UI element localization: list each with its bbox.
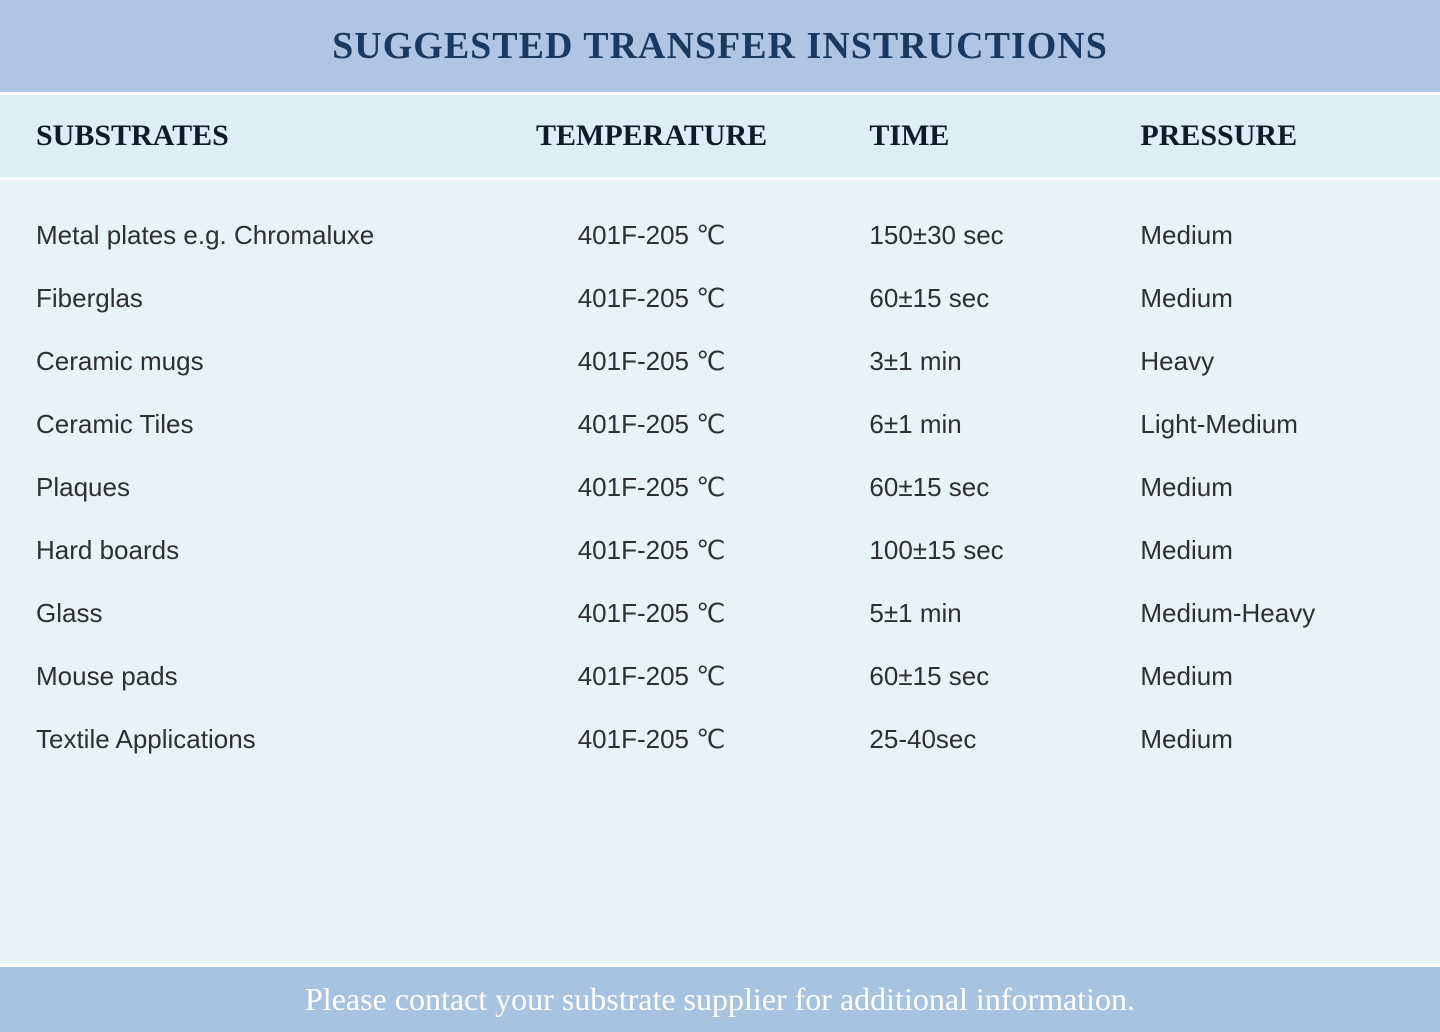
cell-substrate: Ceramic mugs <box>36 346 474 377</box>
table-row: Textile Applications 401F-205 ℃ 25-40sec… <box>36 708 1404 771</box>
title-text: SUGGESTED TRANSFER INSTRUCTIONS <box>0 24 1440 68</box>
cell-pressure: Medium <box>1130 283 1404 314</box>
header-time: TIME <box>829 119 1130 153</box>
cell-time: 60±15 sec <box>829 283 1130 314</box>
table-row: Mouse pads 401F-205 ℃ 60±15 sec Medium <box>36 645 1404 708</box>
cell-substrate: Ceramic Tiles <box>36 409 474 440</box>
cell-pressure: Medium <box>1130 661 1404 692</box>
cell-temperature: 401F-205 ℃ <box>474 472 830 503</box>
cell-pressure: Heavy <box>1130 346 1404 377</box>
cell-temperature: 401F-205 ℃ <box>474 346 830 377</box>
table-header-row: SUBSTRATES TEMPERATURE TIME PRESSURE <box>0 95 1440 180</box>
table-row: Hard boards 401F-205 ℃ 100±15 sec Medium <box>36 519 1404 582</box>
cell-temperature: 401F-205 ℃ <box>474 724 830 755</box>
table-body: Metal plates e.g. Chromaluxe 401F-205 ℃ … <box>0 180 1440 967</box>
cell-temperature: 401F-205 ℃ <box>474 661 830 692</box>
cell-substrate: Textile Applications <box>36 724 474 755</box>
cell-time: 60±15 sec <box>829 661 1130 692</box>
cell-time: 5±1 min <box>829 598 1130 629</box>
cell-temperature: 401F-205 ℃ <box>474 409 830 440</box>
cell-pressure: Light-Medium <box>1130 409 1404 440</box>
cell-temperature: 401F-205 ℃ <box>474 220 830 251</box>
footer-text: Please contact your substrate supplier f… <box>0 981 1440 1018</box>
table-row: Metal plates e.g. Chromaluxe 401F-205 ℃ … <box>36 204 1404 267</box>
cell-substrate: Hard boards <box>36 535 474 566</box>
cell-substrate: Metal plates e.g. Chromaluxe <box>36 220 474 251</box>
cell-time: 6±1 min <box>829 409 1130 440</box>
header-temperature: TEMPERATURE <box>474 119 830 153</box>
footer-bar: Please contact your substrate supplier f… <box>0 967 1440 1032</box>
cell-pressure: Medium-Heavy <box>1130 598 1404 629</box>
cell-pressure: Medium <box>1130 535 1404 566</box>
cell-time: 100±15 sec <box>829 535 1130 566</box>
cell-substrate: Mouse pads <box>36 661 474 692</box>
table-row: Glass 401F-205 ℃ 5±1 min Medium-Heavy <box>36 582 1404 645</box>
cell-temperature: 401F-205 ℃ <box>474 535 830 566</box>
cell-temperature: 401F-205 ℃ <box>474 283 830 314</box>
table-row: Ceramic mugs 401F-205 ℃ 3±1 min Heavy <box>36 330 1404 393</box>
cell-time: 60±15 sec <box>829 472 1130 503</box>
table-row: Fiberglas 401F-205 ℃ 60±15 sec Medium <box>36 267 1404 330</box>
table-row: Ceramic Tiles 401F-205 ℃ 6±1 min Light-M… <box>36 393 1404 456</box>
title-bar: SUGGESTED TRANSFER INSTRUCTIONS <box>0 0 1440 95</box>
cell-time: 25-40sec <box>829 724 1130 755</box>
cell-pressure: Medium <box>1130 220 1404 251</box>
cell-pressure: Medium <box>1130 472 1404 503</box>
cell-time: 3±1 min <box>829 346 1130 377</box>
cell-temperature: 401F-205 ℃ <box>474 598 830 629</box>
header-pressure: PRESSURE <box>1130 119 1404 153</box>
cell-substrate: Glass <box>36 598 474 629</box>
cell-substrate: Plaques <box>36 472 474 503</box>
cell-pressure: Medium <box>1130 724 1404 755</box>
table-row: Plaques 401F-205 ℃ 60±15 sec Medium <box>36 456 1404 519</box>
cell-time: 150±30 sec <box>829 220 1130 251</box>
cell-substrate: Fiberglas <box>36 283 474 314</box>
transfer-instructions-table: SUGGESTED TRANSFER INSTRUCTIONS SUBSTRAT… <box>0 0 1440 1032</box>
header-substrates: SUBSTRATES <box>36 119 474 153</box>
